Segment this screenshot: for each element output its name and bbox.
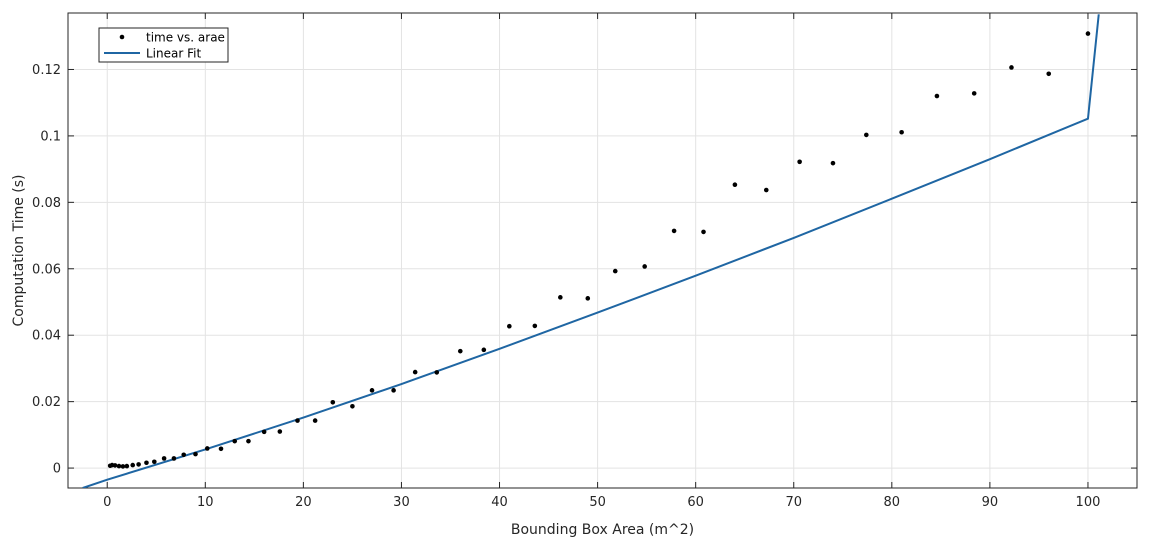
data-point	[412, 369, 418, 375]
data-point	[330, 400, 336, 405]
x-tick-label: 80	[884, 495, 901, 510]
data-point	[1009, 65, 1014, 70]
data-point	[277, 429, 283, 434]
data-point	[350, 403, 355, 409]
data-point	[585, 296, 591, 301]
data-point	[261, 429, 267, 435]
x-tick-label: 10	[197, 495, 214, 510]
data-point	[532, 323, 538, 329]
data-point	[152, 459, 157, 465]
data-point	[971, 91, 977, 96]
data-point	[671, 228, 677, 234]
data-point	[218, 446, 224, 452]
legend-box	[98, 27, 229, 63]
x-tick-label: 60	[687, 495, 704, 510]
y-tick-label: 0.12	[32, 63, 61, 78]
y-tick-label: 0.06	[32, 262, 61, 277]
grid	[68, 13, 1137, 488]
data-point	[312, 418, 318, 423]
data-point	[558, 295, 563, 300]
data-point	[369, 388, 375, 393]
y-axis-label: Computation Time (s)	[11, 174, 27, 326]
ticks	[68, 13, 1137, 488]
data-point	[136, 462, 141, 467]
x-tick-label: 20	[295, 495, 312, 510]
data-point	[144, 460, 149, 466]
data-point	[112, 463, 118, 468]
data-point	[642, 264, 647, 269]
data-point	[457, 348, 463, 354]
y-tick-label: 0.02	[32, 395, 61, 410]
data-point	[181, 452, 187, 458]
x-tick-label: 30	[393, 495, 410, 510]
data-point	[120, 464, 126, 469]
plot-frame	[67, 12, 1138, 489]
data-point	[391, 388, 396, 393]
x-tick-label: 0	[103, 495, 111, 510]
x-tick-label: 40	[491, 495, 508, 510]
data-point	[434, 370, 440, 375]
data-point	[116, 463, 122, 469]
linear-fit-line	[82, 14, 1100, 488]
data-point	[1085, 31, 1091, 36]
x-tick-label: 70	[785, 495, 802, 510]
data-point	[830, 160, 836, 166]
data-point	[864, 132, 869, 138]
data-point	[899, 129, 904, 135]
data-point	[797, 159, 802, 165]
data-point	[171, 456, 177, 461]
data-point	[612, 268, 618, 274]
x-tick-label: 50	[589, 495, 606, 510]
y-tick-label: 0	[53, 462, 61, 477]
y-tick-label: 0.1	[40, 129, 61, 144]
x-axis-label: Bounding Box Area (m^2)	[511, 522, 694, 538]
x-tick-label: 100	[1076, 495, 1101, 510]
data-point	[763, 187, 769, 193]
data-point	[124, 463, 130, 469]
legend-marker-scatter	[119, 34, 125, 40]
data-point	[232, 438, 238, 444]
legend: time vs. arae Linear Fit	[98, 27, 229, 63]
data-point	[161, 456, 167, 461]
legend-label-fit: Linear Fit	[146, 47, 201, 61]
points-layer	[107, 31, 1091, 469]
y-tick-label: 0.08	[32, 196, 61, 211]
data-point	[295, 418, 300, 423]
tick-labels: 0 10 20 30 40 50 60 70 80 90 100 0 0.02 0.04 0.06 0.08 0…	[32, 63, 1100, 510]
legend-label-scatter: time vs. arae	[146, 31, 225, 45]
fit-layer	[82, 14, 1100, 488]
data-point	[130, 462, 136, 468]
data-point	[507, 323, 512, 329]
data-point	[934, 93, 940, 99]
data-point	[193, 451, 198, 457]
data-point	[732, 182, 738, 188]
x-tick-label: 90	[982, 495, 999, 510]
data-point	[246, 438, 251, 444]
data-point	[701, 229, 706, 235]
data-point	[204, 446, 210, 451]
data-point	[1046, 71, 1052, 77]
data-point	[481, 347, 487, 353]
y-tick-label: 0.04	[32, 329, 61, 344]
